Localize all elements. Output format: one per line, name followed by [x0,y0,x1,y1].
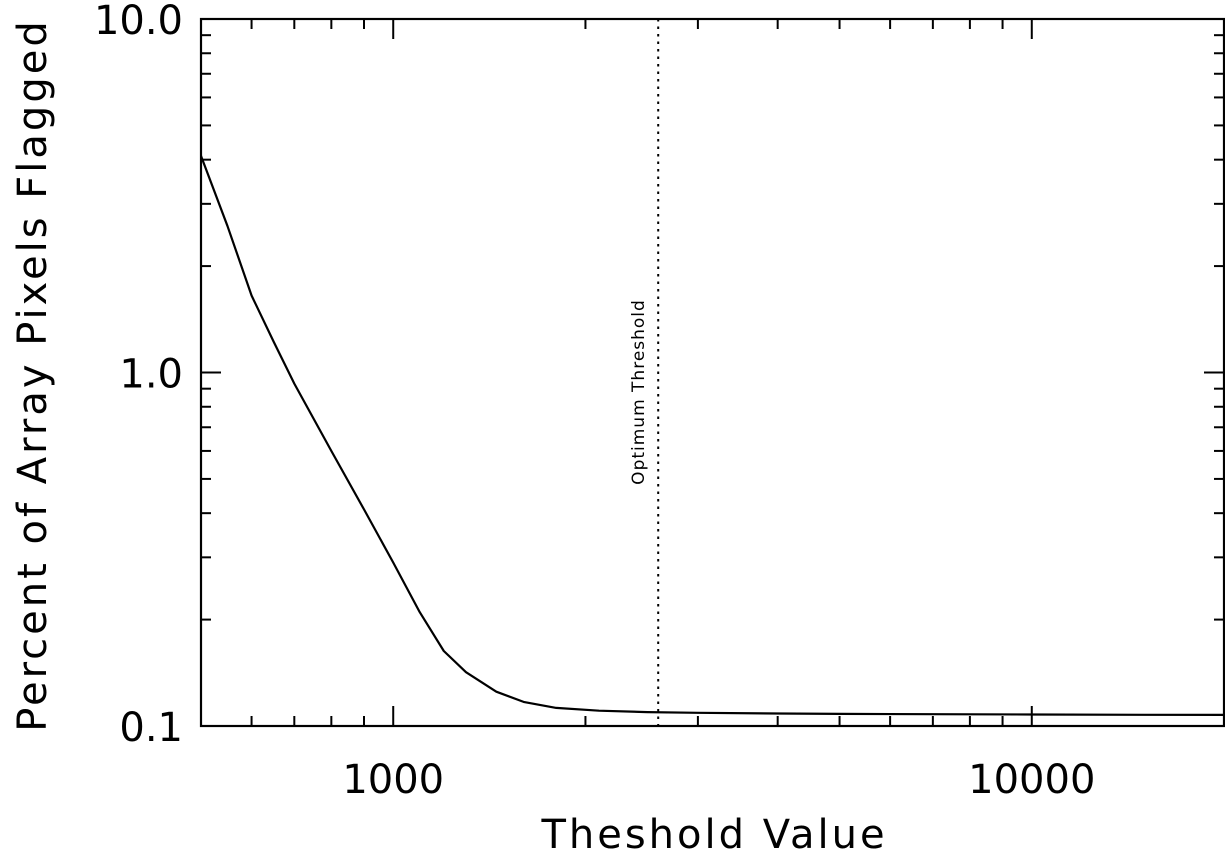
x-tick-label: 10000 [968,757,1095,803]
tick-labels: 1000 10000 0.1 1.0 10.0 [94,0,1095,803]
series-line [199,155,1225,716]
plot-frame [199,17,1225,728]
x-tick-label: 1000 [342,757,444,803]
y-tick-label: 1.0 [119,352,183,398]
optimum-threshold-label: Optimum Threshold [629,299,649,485]
tick-marks [200,18,1225,727]
y-tick-label: 0.1 [119,705,183,751]
y-axis-label: Percent of Array Pixels Flagged [10,18,56,731]
x-axis-label: Theshold Value [540,812,887,852]
y-tick-label: 10.0 [94,0,183,44]
